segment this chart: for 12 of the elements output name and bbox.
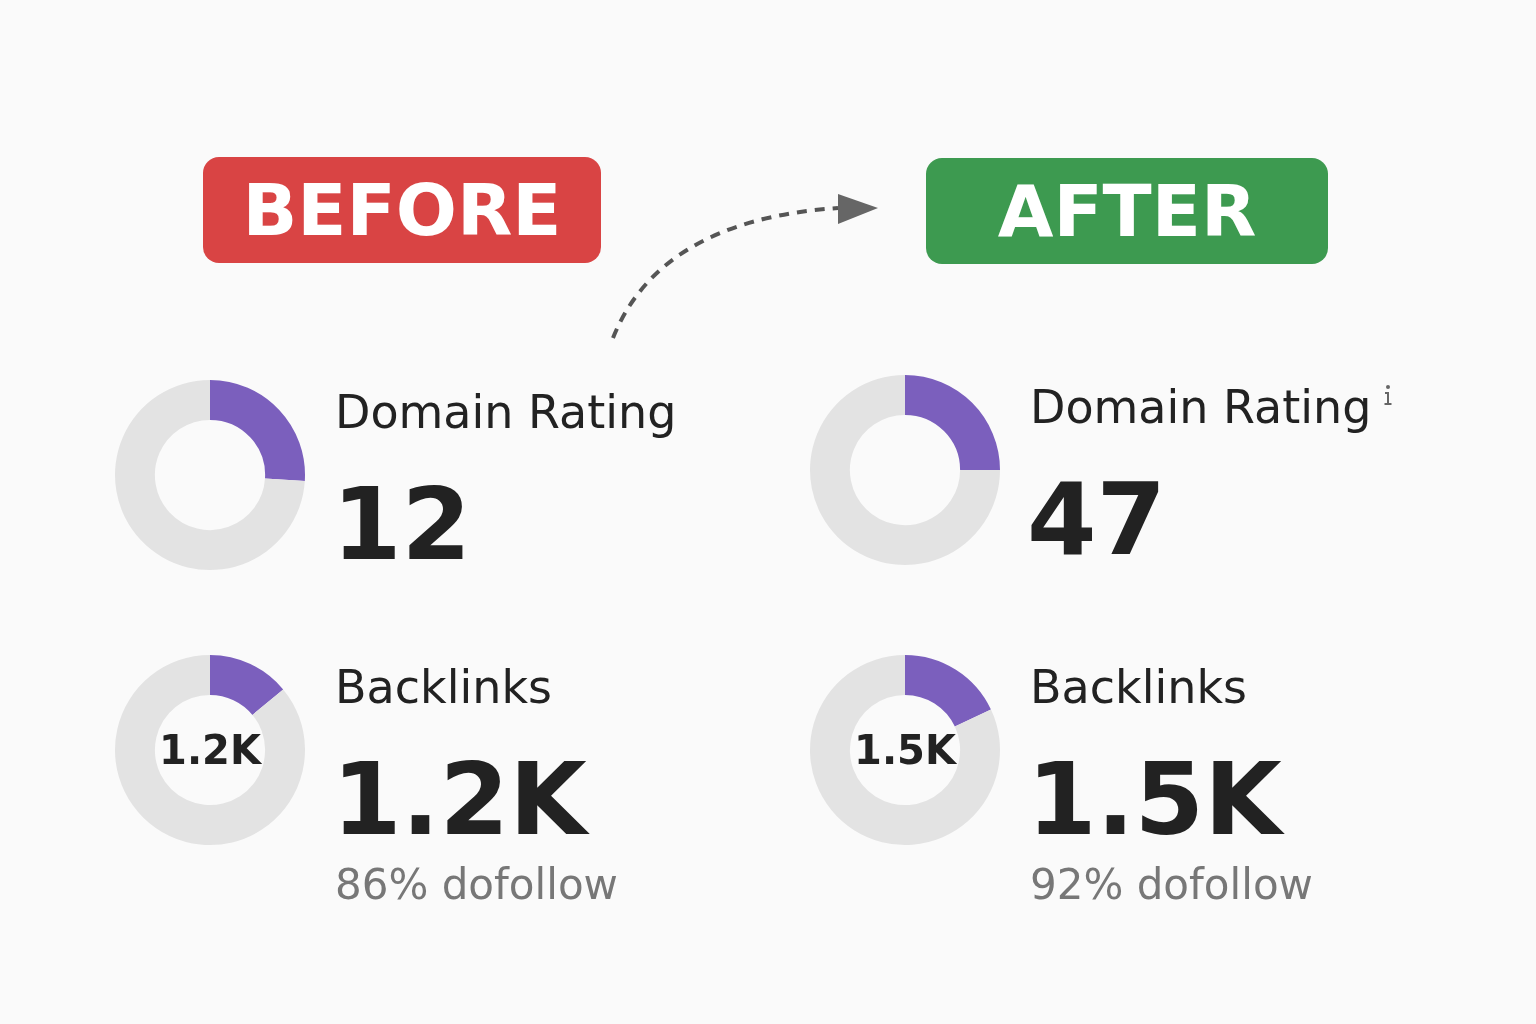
text: BEFORE xyxy=(203,157,601,263)
text: Backlinks xyxy=(1030,660,1247,714)
text: 92% dofollow xyxy=(1030,860,1313,909)
text: Domain Rating xyxy=(1030,380,1373,434)
text: 1.2K xyxy=(158,726,263,775)
text: 86% dofollow xyxy=(335,860,618,909)
text: Domain Rating xyxy=(335,385,677,439)
text: Backlinks xyxy=(335,660,552,714)
text: 1.5K xyxy=(853,726,958,775)
text: 47 xyxy=(1027,461,1167,578)
text: AFTER xyxy=(926,158,1328,264)
text: 12 xyxy=(332,466,472,583)
